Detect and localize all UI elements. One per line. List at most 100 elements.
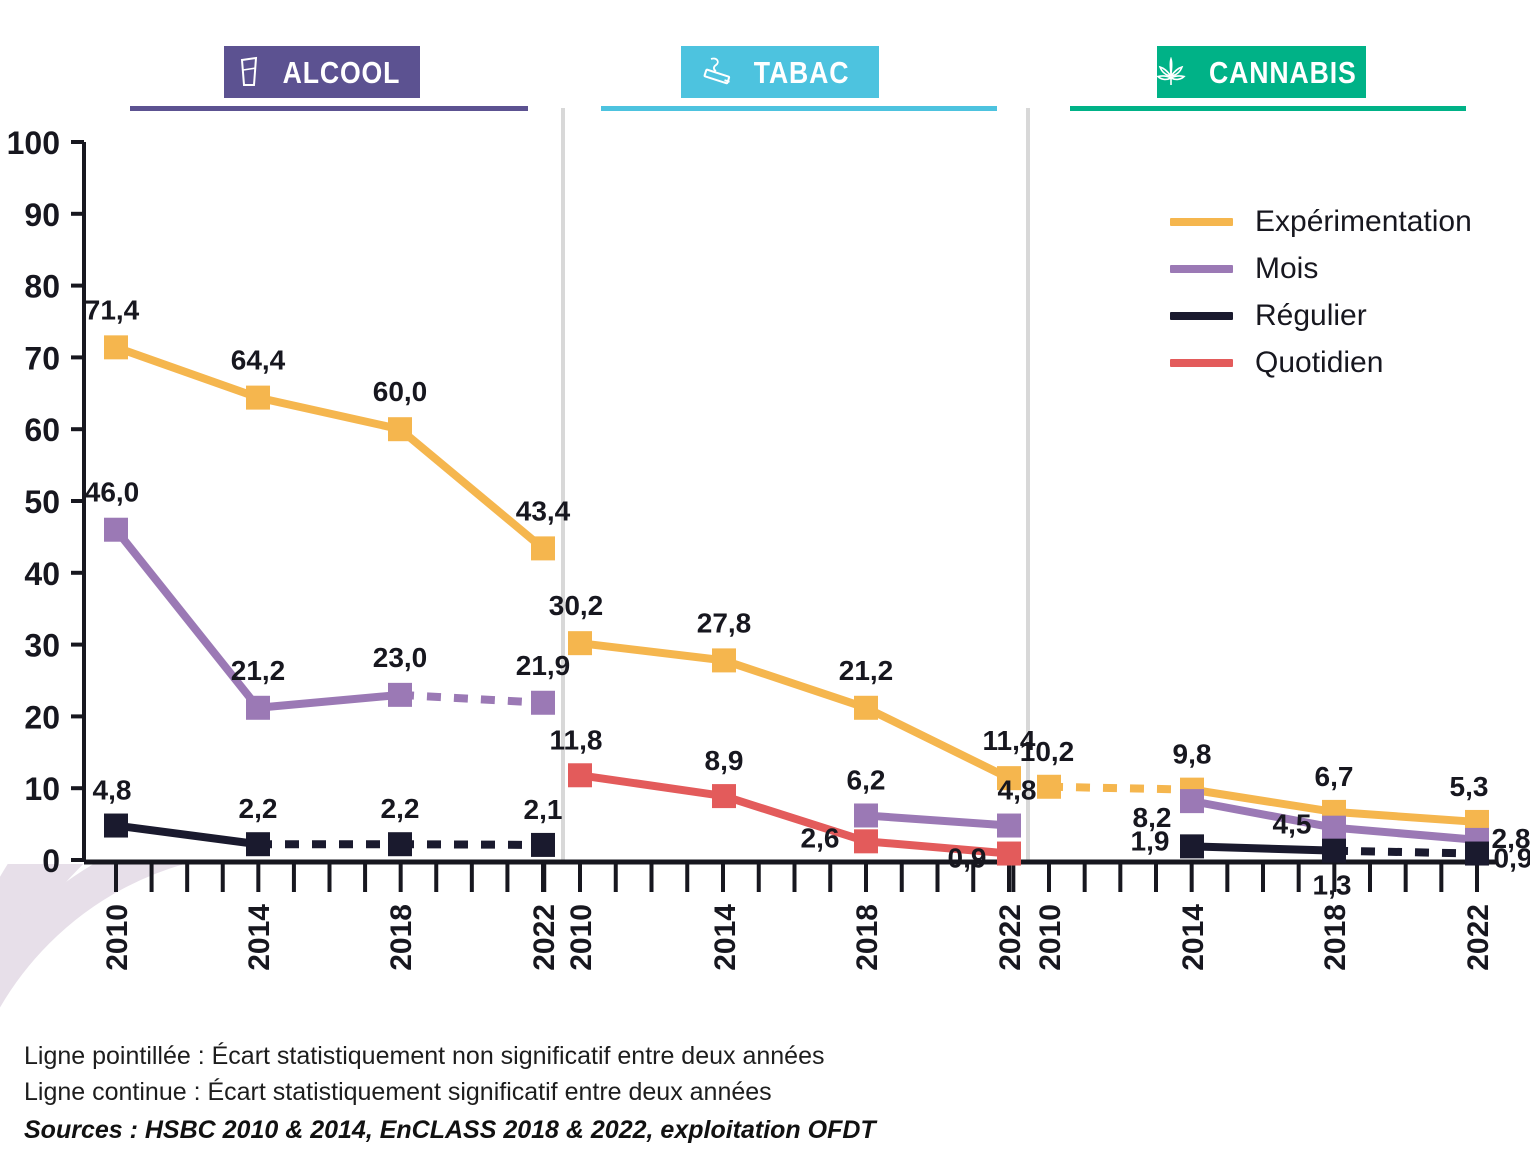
sources-line: Sources : HSBC 2010 & 2014, EnCLASS 2018…	[24, 1116, 876, 1144]
data-point	[997, 813, 1021, 838]
svg-text:2014: 2014	[709, 904, 742, 971]
svg-text:2022: 2022	[994, 904, 1027, 971]
data-label: 71,4	[85, 294, 140, 325]
data-point	[997, 766, 1021, 791]
data-label: 64,4	[231, 345, 286, 376]
svg-text:2010: 2010	[1034, 904, 1067, 971]
data-point	[1322, 815, 1346, 840]
x-tick-label: 2010	[1034, 904, 1067, 971]
data-label: 11,4	[983, 725, 1036, 756]
svg-text:2018: 2018	[851, 904, 884, 971]
data-label: 0,9	[1494, 843, 1530, 874]
data-point	[712, 784, 736, 809]
data-point	[531, 832, 555, 857]
data-point	[531, 536, 555, 561]
data-point	[854, 695, 878, 720]
legend-item: Régulier	[1170, 292, 1472, 339]
svg-text:2014: 2014	[1177, 904, 1210, 971]
footnote-solid: Ligne continue : Écart statistiquement s…	[24, 1078, 772, 1106]
data-label: 2,2	[381, 793, 420, 824]
legend-item: Mois	[1170, 245, 1472, 292]
data-label: 5,3	[1450, 771, 1489, 802]
y-axis: 0 10 20 30 40 50 60 70 80 90 100	[7, 125, 86, 879]
data-label: 23,0	[373, 642, 428, 673]
svg-text:2018: 2018	[385, 904, 418, 971]
data-label: 2,6	[801, 822, 840, 853]
data-point	[568, 763, 592, 788]
x-tick-label: 2022	[1462, 904, 1495, 971]
data-label: 21,2	[839, 655, 894, 686]
data-label: 1,3	[1313, 870, 1352, 901]
data-label: 46,0	[85, 477, 140, 508]
data-point	[531, 690, 555, 715]
x-tick-label: 2014	[709, 904, 742, 971]
x-tick-label: 2014	[1177, 904, 1210, 971]
x-tick-label: 2018	[851, 904, 884, 971]
legend-item: Quotidien	[1170, 339, 1472, 386]
data-point	[1037, 774, 1061, 799]
series-alcool-mois: 46,0 21,2 23,0 21,9	[85, 477, 570, 720]
data-label: 43,4	[516, 495, 571, 526]
data-label: 27,8	[697, 607, 752, 638]
panel-rule-cannabis	[1070, 106, 1466, 111]
legend-label-quotidien: Quotidien	[1255, 345, 1384, 379]
series-alcool-rgulier: 4,8 2,2 2,2 2,1	[93, 775, 562, 857]
data-label: 4,8	[93, 775, 132, 806]
y-tick-label: 70	[24, 340, 60, 376]
data-label: 60,0	[373, 376, 428, 407]
data-point	[1322, 838, 1346, 863]
svg-text:2022: 2022	[528, 904, 561, 971]
data-label: 8,9	[705, 745, 744, 776]
data-label: 9,8	[1173, 739, 1212, 770]
data-label: 4,5	[1273, 809, 1312, 840]
svg-text:2010: 2010	[101, 904, 134, 971]
beer-glass-icon	[235, 56, 263, 88]
x-tick-label: 2018	[1319, 904, 1352, 971]
series-cannabis-rgulier: 1,9 1,3 0,9	[1131, 825, 1530, 900]
data-point	[854, 829, 878, 854]
panel-divider-2	[1026, 108, 1030, 860]
panel-rule-tabac	[601, 106, 997, 111]
data-label: 1,9	[1131, 825, 1170, 856]
data-point	[104, 517, 128, 542]
panel-label-cannabis: CANNABIS	[1208, 54, 1357, 90]
data-label: 0,9	[948, 843, 987, 874]
series-tabac-exprimentation: 30,2 27,8 21,2 11,4	[549, 590, 1036, 791]
data-label: 6,2	[847, 764, 886, 795]
legend-swatch-mois	[1170, 264, 1233, 273]
legend-label-regulier: Régulier	[1255, 298, 1367, 332]
panel-badge-tabac: TABAC	[681, 46, 879, 98]
legend-label-experimentation: Expérimentation	[1255, 204, 1472, 238]
panel-badge-cannabis: CANNABIS	[1156, 46, 1366, 98]
svg-text:2018: 2018	[1319, 904, 1352, 971]
legend-swatch-quotidien	[1170, 358, 1233, 367]
svg-text:2010: 2010	[565, 904, 598, 971]
data-point	[388, 417, 412, 442]
data-point	[1465, 841, 1489, 866]
legend: Expérimentation Mois Régulier Quotidien	[1170, 198, 1472, 386]
y-tick-label: 60	[24, 412, 60, 448]
y-tick-label: 40	[24, 556, 60, 592]
x-tick-label: 2022	[528, 904, 561, 971]
footer: Ligne pointillée : Écart statistiquement…	[24, 1038, 876, 1145]
series-alcool-exprimentation: 71,4 64,4 60,0 43,4	[85, 294, 571, 561]
y-tick-label: 30	[24, 628, 60, 664]
data-point	[246, 832, 270, 857]
x-tick-label: 2014	[243, 904, 276, 971]
data-label: 2,2	[239, 793, 278, 824]
data-label: 6,7	[1315, 761, 1354, 792]
footnote-dotted: Ligne pointillée : Écart statistiquement…	[24, 1042, 825, 1070]
y-tick-label: 90	[24, 197, 60, 233]
series-tabac-quotidien: 11,8 8,9 2,6 0,9	[550, 724, 1021, 874]
data-point	[1180, 834, 1204, 859]
svg-text:2022: 2022	[1462, 904, 1495, 971]
y-tick-label: 0	[42, 843, 60, 879]
y-tick-label: 80	[24, 269, 60, 305]
data-label: 21,2	[231, 655, 286, 686]
legend-label-mois: Mois	[1255, 251, 1319, 285]
data-point	[388, 682, 412, 707]
data-point	[104, 335, 128, 360]
series-cannabis-exprimentation: 10,2 9,8 6,7 5,3	[1020, 736, 1489, 834]
cigarette-icon	[702, 56, 736, 88]
